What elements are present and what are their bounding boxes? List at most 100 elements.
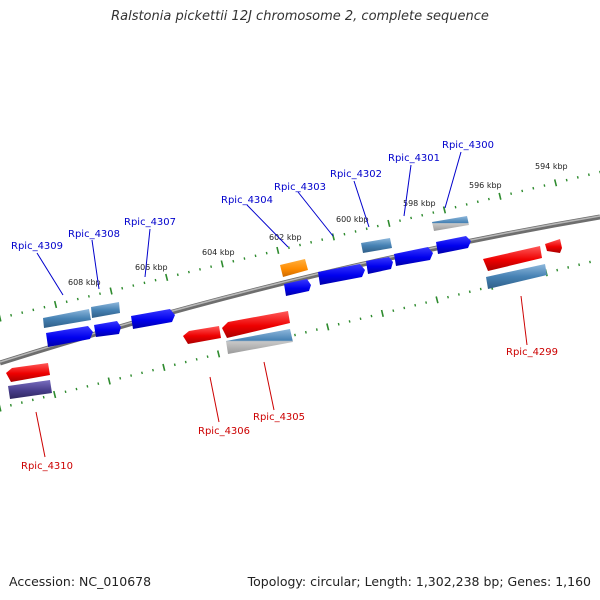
gene-label-rpic-4304[interactable]: Rpic_4304 bbox=[221, 195, 273, 206]
gene-label-rpic-4303[interactable]: Rpic_4303 bbox=[274, 182, 326, 193]
scale-label-606: 606 kbp bbox=[135, 263, 168, 272]
lower-track-minor-tick bbox=[173, 363, 176, 367]
upper-track-major-tick bbox=[220, 260, 224, 268]
lower-track-minor-tick bbox=[130, 374, 133, 377]
rna-feature-rpic-4304[interactable] bbox=[280, 259, 308, 277]
upper-track-minor-tick bbox=[543, 184, 546, 187]
cds-rpic-4299-small[interactable] bbox=[545, 239, 562, 253]
upper-track-minor-tick bbox=[243, 257, 246, 260]
gene-label-rpic-4305[interactable]: Rpic_4305 bbox=[253, 412, 305, 423]
upper-track-minor-tick bbox=[310, 240, 313, 244]
cds-rpic-4307[interactable] bbox=[131, 309, 175, 329]
upper-track-minor-tick bbox=[265, 251, 268, 255]
gene-feature-rpic-4299[interactable] bbox=[486, 264, 547, 289]
gene-label-rpic-4307[interactable]: Rpic_4307 bbox=[124, 217, 176, 228]
upper-track-minor-tick bbox=[476, 200, 479, 204]
upper-track-minor-tick bbox=[576, 176, 579, 179]
lower-track-minor-tick bbox=[468, 290, 471, 294]
lower-track-minor-tick bbox=[370, 314, 373, 318]
scale-label-608: 608 kbp bbox=[68, 278, 101, 287]
lower-track-major-tick bbox=[435, 296, 439, 304]
cds-rpic-4301[interactable] bbox=[394, 247, 433, 266]
gene-label-rpic-4310[interactable]: Rpic_4310 bbox=[21, 461, 73, 472]
upper-track-minor-tick bbox=[176, 273, 179, 277]
upper-track-minor-tick bbox=[154, 278, 157, 282]
lower-track-major-tick bbox=[53, 390, 57, 399]
cds-rpic-4310[interactable] bbox=[6, 363, 50, 382]
scale-label-596: 596 kbp bbox=[469, 181, 502, 190]
gene-label-rpic-4308[interactable]: Rpic_4308 bbox=[68, 229, 120, 240]
lower-track-minor-tick bbox=[97, 382, 100, 385]
forward-gene-labels: Rpic_4300 Rpic_4301 Rpic_4302 Rpic_4303 … bbox=[11, 140, 494, 252]
lower-track-minor-tick bbox=[75, 387, 78, 391]
lower-track-minor-tick bbox=[479, 287, 482, 291]
upper-track-major-tick bbox=[109, 287, 113, 295]
cds-rpic-4306[interactable] bbox=[183, 326, 221, 344]
gene-label-rpic-4299[interactable]: Rpic_4299 bbox=[506, 347, 558, 358]
lower-track-minor-tick bbox=[348, 320, 351, 323]
gene-label-rpic-4302[interactable]: Rpic_4302 bbox=[330, 169, 382, 180]
lower-track-minor-tick bbox=[42, 395, 45, 399]
upper-track-minor-tick bbox=[32, 308, 35, 312]
upper-track-minor-tick bbox=[187, 270, 190, 274]
cds-rpic-4304[interactable] bbox=[284, 279, 311, 296]
cds-rpic-4300[interactable] bbox=[436, 236, 471, 254]
scale-label-602: 602 kbp bbox=[269, 233, 302, 242]
reverse-gene-features bbox=[8, 264, 547, 399]
upper-track-minor-tick bbox=[65, 300, 68, 304]
upper-track-minor-tick bbox=[399, 219, 401, 222]
lower-track-minor-tick bbox=[20, 401, 23, 404]
upper-track-minor-tick bbox=[254, 254, 257, 258]
upper-track-minor-tick bbox=[21, 311, 24, 314]
reverse-gene-labels: Rpic_4299 Rpic_4305 Rpic_4306 Rpic_4310 bbox=[21, 347, 558, 472]
lower-track-minor-tick bbox=[556, 268, 559, 272]
upper-track-major-tick bbox=[276, 246, 280, 254]
lower-track-major-tick bbox=[162, 363, 166, 371]
upper-track-minor-tick bbox=[354, 230, 357, 233]
upper-track-minor-tick bbox=[143, 281, 146, 285]
cds-rpic-4302[interactable] bbox=[366, 257, 393, 274]
upper-track-minor-tick bbox=[199, 268, 201, 271]
upper-track-minor-tick bbox=[510, 192, 513, 195]
cds-rpic-4309[interactable] bbox=[46, 326, 93, 347]
lower-track-major-tick bbox=[216, 350, 221, 358]
lower-track-minor-tick bbox=[294, 333, 296, 337]
lower-track-minor-tick bbox=[64, 390, 67, 394]
upper-track-major-tick bbox=[387, 219, 391, 227]
upper-track-minor-tick bbox=[87, 295, 90, 298]
lower-track-minor-tick bbox=[119, 376, 122, 380]
upper-track-minor-tick bbox=[565, 178, 568, 182]
lower-track-minor-tick bbox=[141, 371, 143, 375]
lower-track-minor-tick bbox=[359, 317, 362, 321]
gene-feature-rpic-4310[interactable] bbox=[8, 380, 52, 399]
lower-track-minor-tick bbox=[457, 293, 460, 296]
upper-track-minor-tick bbox=[210, 265, 213, 268]
upper-track-minor-tick bbox=[76, 297, 79, 301]
gene-feature-rpic-4300[interactable] bbox=[432, 216, 469, 231]
lower-track-minor-tick bbox=[184, 360, 187, 364]
upper-track-minor-tick bbox=[421, 213, 424, 217]
upper-track-minor-tick bbox=[521, 189, 524, 193]
lower-track-minor-tick bbox=[315, 328, 318, 331]
gene-label-rpic-4306[interactable]: Rpic_4306 bbox=[198, 426, 250, 437]
gene-label-rpic-4300[interactable]: Rpic_4300 bbox=[442, 140, 494, 151]
cds-rpic-4303[interactable] bbox=[318, 264, 365, 285]
upper-track-major-tick bbox=[165, 273, 169, 281]
upper-track-major-tick bbox=[442, 206, 447, 214]
gene-feature-rpic-4308[interactable] bbox=[91, 302, 120, 318]
cds-rpic-4308[interactable] bbox=[94, 321, 121, 337]
gene-feature-rpic-4309[interactable] bbox=[43, 309, 91, 328]
cds-rpic-4305[interactable] bbox=[222, 311, 290, 338]
upper-track-minor-tick bbox=[232, 259, 235, 263]
gene-feature-rpic-4302[interactable] bbox=[361, 238, 392, 253]
upper-scale-track bbox=[0, 170, 600, 322]
lower-track-minor-tick bbox=[31, 398, 34, 402]
reverse-leader-lines bbox=[35, 295, 528, 458]
gene-label-rpic-4309[interactable]: Rpic_4309 bbox=[11, 241, 63, 252]
gene-label-rpic-4301[interactable]: Rpic_4301 bbox=[388, 153, 440, 164]
cds-rpic-4299[interactable] bbox=[483, 246, 542, 271]
forward-leader-lines bbox=[36, 151, 462, 296]
gene-feature-rpic-4305[interactable] bbox=[226, 329, 293, 354]
lower-track-minor-tick bbox=[86, 385, 89, 388]
upper-track-minor-tick bbox=[299, 243, 301, 247]
